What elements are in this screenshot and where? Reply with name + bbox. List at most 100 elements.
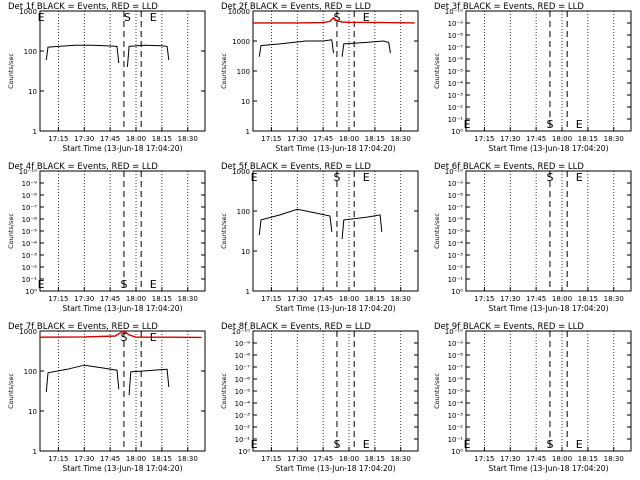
chart-panel-2: Det 2f BLACK = Events, RED = LLD 1 10 100 10…	[220, 2, 419, 153]
flag-e: E	[150, 278, 157, 291]
chart-title: Det 5f BLACK = Events, RED = LLD	[221, 162, 371, 172]
y-tick-label: 10⁻⁹	[235, 340, 251, 348]
x-tick-label: 17:15	[474, 455, 494, 463]
y-axis-label: Counts/sec	[7, 373, 15, 409]
x-axis-label: Start Time (13-Jun-18 17:04:20)	[489, 144, 609, 153]
x-tick-label: 18:00	[126, 135, 146, 143]
flag-s: S	[124, 11, 131, 24]
flag-e: E	[251, 438, 258, 451]
flag-e: E	[576, 171, 583, 184]
x-tick-label: 17:15	[261, 135, 281, 143]
x-tick-label: 17:30	[74, 455, 94, 463]
y-tick-label: 10⁻⁸	[448, 192, 464, 200]
y-tick-label: 10⁻⁹	[22, 180, 38, 188]
y-tick-label: 1	[246, 128, 250, 136]
y-tick-label: 10⁻⁶	[448, 216, 464, 224]
x-tick-label: 17:15	[48, 135, 68, 143]
y-axis-label: Counts/sec	[220, 213, 228, 249]
x-tick-label: 17:45	[313, 455, 333, 463]
flag-e: E	[38, 11, 45, 24]
flag-s: S	[333, 438, 340, 451]
x-tick-label: 18:00	[552, 455, 572, 463]
y-tick-label: 1000	[232, 38, 250, 46]
chart-title: Det 1f BLACK = Events, RED = LLD	[8, 2, 158, 12]
y-tick-label: 10⁰	[451, 288, 463, 296]
y-tick-label: 10⁻¹	[235, 436, 251, 444]
x-tick-label: 18:15	[365, 455, 385, 463]
y-tick-label: 10⁰	[451, 448, 463, 456]
x-tick-label: 18:15	[152, 135, 172, 143]
y-tick-label: 10⁻²	[448, 264, 464, 272]
x-tick-label: 17:45	[526, 295, 546, 303]
lld-series-segment-1	[252, 16, 415, 24]
x-tick-label: 18:00	[552, 135, 572, 143]
chart-title: Det 4f BLACK = Events, RED = LLD	[8, 162, 158, 172]
x-tick-label: 18:15	[152, 455, 172, 463]
x-axis-label: Start Time (13-Jun-18 17:04:20)	[63, 304, 183, 313]
y-tick-label: 10⁻⁸	[448, 32, 464, 40]
y-tick-label: 10⁻¹	[448, 116, 464, 124]
y-tick-label: 10⁻⁴	[235, 400, 251, 408]
y-axis-label: Counts/sec	[433, 373, 441, 409]
y-tick-label: 10⁻⁴	[448, 400, 464, 408]
plot-frame	[39, 10, 206, 132]
events-series-segment-1	[45, 364, 120, 392]
x-tick-label: 18:15	[152, 295, 172, 303]
plot-frame	[252, 170, 419, 292]
x-tick-label: 17:45	[526, 455, 546, 463]
y-tick-label: 10⁻³	[235, 412, 251, 420]
x-tick-label: 18:30	[178, 135, 198, 143]
y-axis-label: Counts/sec	[7, 53, 15, 89]
y-tick-label: 10⁻³	[22, 252, 38, 260]
y-tick-label: 10⁻⁷	[448, 204, 464, 212]
y-tick-label: 10⁻³	[448, 412, 464, 420]
y-tick-label: 10	[28, 408, 37, 416]
y-tick-label: 100	[237, 68, 250, 76]
x-tick-label: 18:00	[552, 295, 572, 303]
chart-panel-5: Det 5f BLACK = Events, RED = LLD 1 10 100 10…	[220, 162, 419, 313]
chart-panel-1: Det 1f BLACK = Events, RED = LLD 1 10 100 10…	[7, 2, 206, 153]
x-tick-label: 17:15	[474, 135, 494, 143]
y-tick-label: 10⁻⁶	[235, 376, 251, 384]
plot-frame	[252, 330, 419, 452]
y-tick-label: 10⁻¹	[22, 276, 38, 284]
x-tick-label: 17:30	[500, 295, 520, 303]
events-series-segment-2	[341, 214, 383, 240]
y-tick-label: 10000	[228, 8, 250, 16]
x-tick-label: 18:30	[604, 135, 624, 143]
x-axis-label: Start Time (13-Jun-18 17:04:20)	[63, 464, 183, 473]
y-tick-label: 10⁻²	[22, 264, 38, 272]
flag-e: E	[576, 118, 583, 131]
y-tick-label: 10⁻⁹	[448, 340, 464, 348]
x-tick-label: 17:30	[287, 295, 307, 303]
y-tick-label: 10⁻¹⁰	[19, 168, 37, 176]
y-tick-label: 10⁻⁷	[235, 364, 251, 372]
x-tick-label: 18:00	[339, 455, 359, 463]
x-tick-label: 17:15	[48, 295, 68, 303]
plot-frame	[465, 330, 632, 452]
flag-e: E	[150, 11, 157, 24]
plot-frame	[39, 170, 206, 292]
plot-frame	[39, 330, 206, 452]
y-axis-label: Counts/sec	[7, 213, 15, 249]
y-tick-label: 10⁻⁸	[235, 352, 251, 360]
events-series-segment-2	[126, 44, 170, 67]
chart-title: Det 6f BLACK = Events, RED = LLD	[434, 162, 584, 172]
y-tick-label: 10	[241, 248, 250, 256]
flag-s: S	[120, 278, 127, 291]
chart-title: Det 7f BLACK = Events, RED = LLD	[8, 322, 158, 332]
x-tick-label: 18:00	[339, 135, 359, 143]
y-tick-label: 1000	[232, 168, 250, 176]
x-tick-label: 18:30	[391, 295, 411, 303]
plot-frame	[252, 10, 419, 132]
flag-e: E	[363, 171, 370, 184]
chart-title: Det 2f BLACK = Events, RED = LLD	[221, 2, 371, 12]
chart-panel-4: Det 4f BLACK = Events, RED = LLD 10⁰ 10⁻¹ 1…	[7, 162, 206, 313]
y-tick-label: 10⁰	[25, 288, 37, 296]
events-series-segment-1	[258, 208, 333, 236]
y-tick-label: 10⁰	[451, 128, 463, 136]
y-tick-label: 10⁻¹⁰	[445, 8, 463, 16]
x-tick-label: 17:45	[526, 135, 546, 143]
y-tick-label: 10⁻¹⁰	[445, 328, 463, 336]
chart-title: Det 3f BLACK = Events, RED = LLD	[434, 2, 584, 12]
